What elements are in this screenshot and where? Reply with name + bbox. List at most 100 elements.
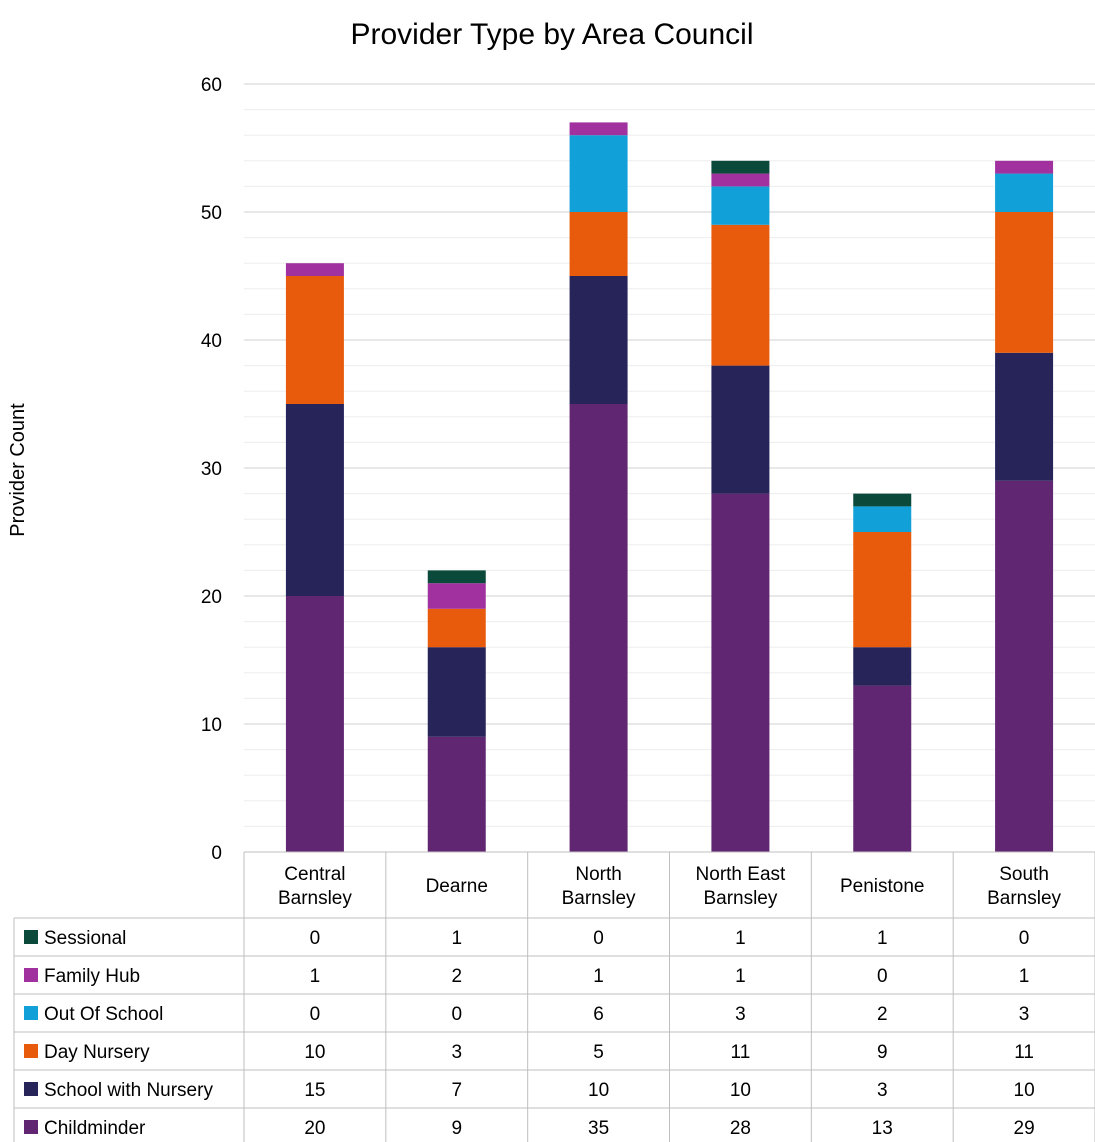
x-category-label: Barnsley [987, 888, 1061, 909]
table-cell-value: 5 [593, 1042, 604, 1063]
bar-segment-sessional [711, 160, 770, 174]
y-axis-ticks: 0 10 20 30 40 50 60 [201, 75, 222, 864]
table-cell-value: 10 [304, 1042, 325, 1063]
table-cell-value: 0 [310, 1004, 321, 1025]
legend-label: Out Of School [44, 1004, 163, 1025]
x-category-label: North [575, 864, 621, 885]
bar-segment-out-of-school [995, 173, 1054, 212]
table-cell-value: 6 [593, 1004, 604, 1025]
table-cell-value: 3 [735, 1004, 746, 1025]
y-axis-label: Provider Count [7, 403, 29, 537]
legend-swatch [24, 1082, 38, 1096]
bar-segment-family-hub [285, 263, 344, 276]
y-tick-label: 20 [201, 587, 222, 608]
table-cell-value: 0 [1019, 928, 1030, 949]
y-tick-label: 60 [201, 75, 222, 96]
table-cell-value: 20 [304, 1118, 325, 1139]
table-cell-value: 1 [735, 928, 746, 949]
table-cell-value: 2 [877, 1004, 888, 1025]
x-category-label: Barnsley [703, 888, 777, 909]
x-category-label: Penistone [840, 876, 925, 897]
bar-segment-childminder [711, 493, 770, 852]
table-cell-value: 2 [451, 966, 462, 987]
bar-segment-childminder [427, 736, 486, 852]
x-category-label: Central [284, 864, 345, 885]
bar-segment-day-nursery [427, 608, 486, 648]
table-cell-value: 3 [877, 1080, 888, 1101]
bar-segment-childminder [995, 480, 1054, 852]
bar-segment-childminder [285, 596, 344, 852]
y-tick-label: 40 [201, 331, 222, 352]
bar-segment-sessional [427, 570, 486, 584]
bar-segment-family-hub [569, 122, 628, 136]
table-cell-value: 10 [1014, 1080, 1035, 1101]
bar-segment-family-hub [427, 583, 486, 609]
y-tick-label: 10 [201, 715, 222, 736]
x-category-label: Barnsley [278, 888, 352, 909]
table-cell-value: 0 [451, 1004, 462, 1025]
y-tick-label: 50 [201, 203, 222, 224]
table-cell-value: 3 [1019, 1004, 1030, 1025]
y-tick-label: 30 [201, 459, 222, 480]
bar-segment-family-hub [711, 173, 770, 187]
bar-segment-day-nursery [711, 224, 770, 366]
table-cell-value: 0 [877, 966, 888, 987]
table-cell-value: 0 [593, 928, 604, 949]
table-cell-value: 1 [593, 966, 604, 987]
legend-swatch [24, 1044, 38, 1058]
table-cell-value: 1 [1019, 966, 1030, 987]
bar-segment-family-hub [995, 160, 1054, 174]
bar-segment-day-nursery [569, 212, 628, 276]
table-cell-value: 3 [451, 1042, 462, 1063]
bar-segment-day-nursery [285, 276, 344, 404]
bar-segment-childminder [853, 685, 912, 852]
legend-label: Family Hub [44, 966, 140, 987]
x-category-label: Barnsley [562, 888, 636, 909]
bar-segment-school-with-nursery [427, 647, 486, 737]
table-cell-value: 1 [310, 966, 321, 987]
legend-swatch [24, 1120, 38, 1134]
table-cell-value: 29 [1014, 1118, 1035, 1139]
y-tick-label: 0 [211, 843, 222, 864]
table-cell-value: 0 [310, 928, 321, 949]
bar-segment-out-of-school [569, 135, 628, 212]
legend-label: Sessional [44, 928, 126, 949]
table-cell-value: 13 [872, 1118, 893, 1139]
x-category-label: North East [696, 864, 786, 885]
bar-segment-out-of-school [853, 506, 912, 532]
table-cell-value: 11 [1014, 1042, 1034, 1063]
legend-label: Childminder [44, 1118, 146, 1139]
table-cell-value: 15 [304, 1080, 325, 1101]
table-cell-value: 7 [451, 1080, 462, 1101]
table-cell-value: 1 [877, 928, 888, 949]
bar-segment-childminder [569, 404, 628, 852]
legend-swatch [24, 968, 38, 982]
bars [285, 122, 1054, 852]
bar-segment-school-with-nursery [711, 365, 770, 494]
category-labels: Central Barnsley Dearne North Barnsley North … [278, 864, 1062, 909]
table-cell-value: 10 [730, 1080, 751, 1101]
legend-label: School with Nursery [44, 1080, 213, 1101]
chart-title: Provider Type by Area Council [351, 18, 754, 51]
table-cell-value: 9 [877, 1042, 888, 1063]
bar-segment-sessional [853, 493, 912, 507]
legend-label: Day Nursery [44, 1042, 150, 1063]
table-cell-value: 9 [451, 1118, 462, 1139]
legend-swatch [24, 1006, 38, 1020]
x-category-label: Dearne [426, 876, 488, 897]
table-cell-value: 10 [588, 1080, 609, 1101]
gridlines [244, 83, 1095, 827]
table-cell-value: 1 [735, 966, 746, 987]
bar-segment-school-with-nursery [853, 647, 912, 686]
table-cell-value: 35 [588, 1118, 609, 1139]
x-category-label: South [999, 864, 1049, 885]
bar-segment-school-with-nursery [995, 352, 1054, 481]
table-cell-value: 1 [451, 928, 462, 949]
table-cell-value: 28 [730, 1118, 751, 1139]
bar-segment-out-of-school [711, 186, 770, 225]
bar-segment-school-with-nursery [285, 404, 344, 596]
bar-segment-day-nursery [995, 212, 1054, 353]
legend-swatch [24, 930, 38, 944]
